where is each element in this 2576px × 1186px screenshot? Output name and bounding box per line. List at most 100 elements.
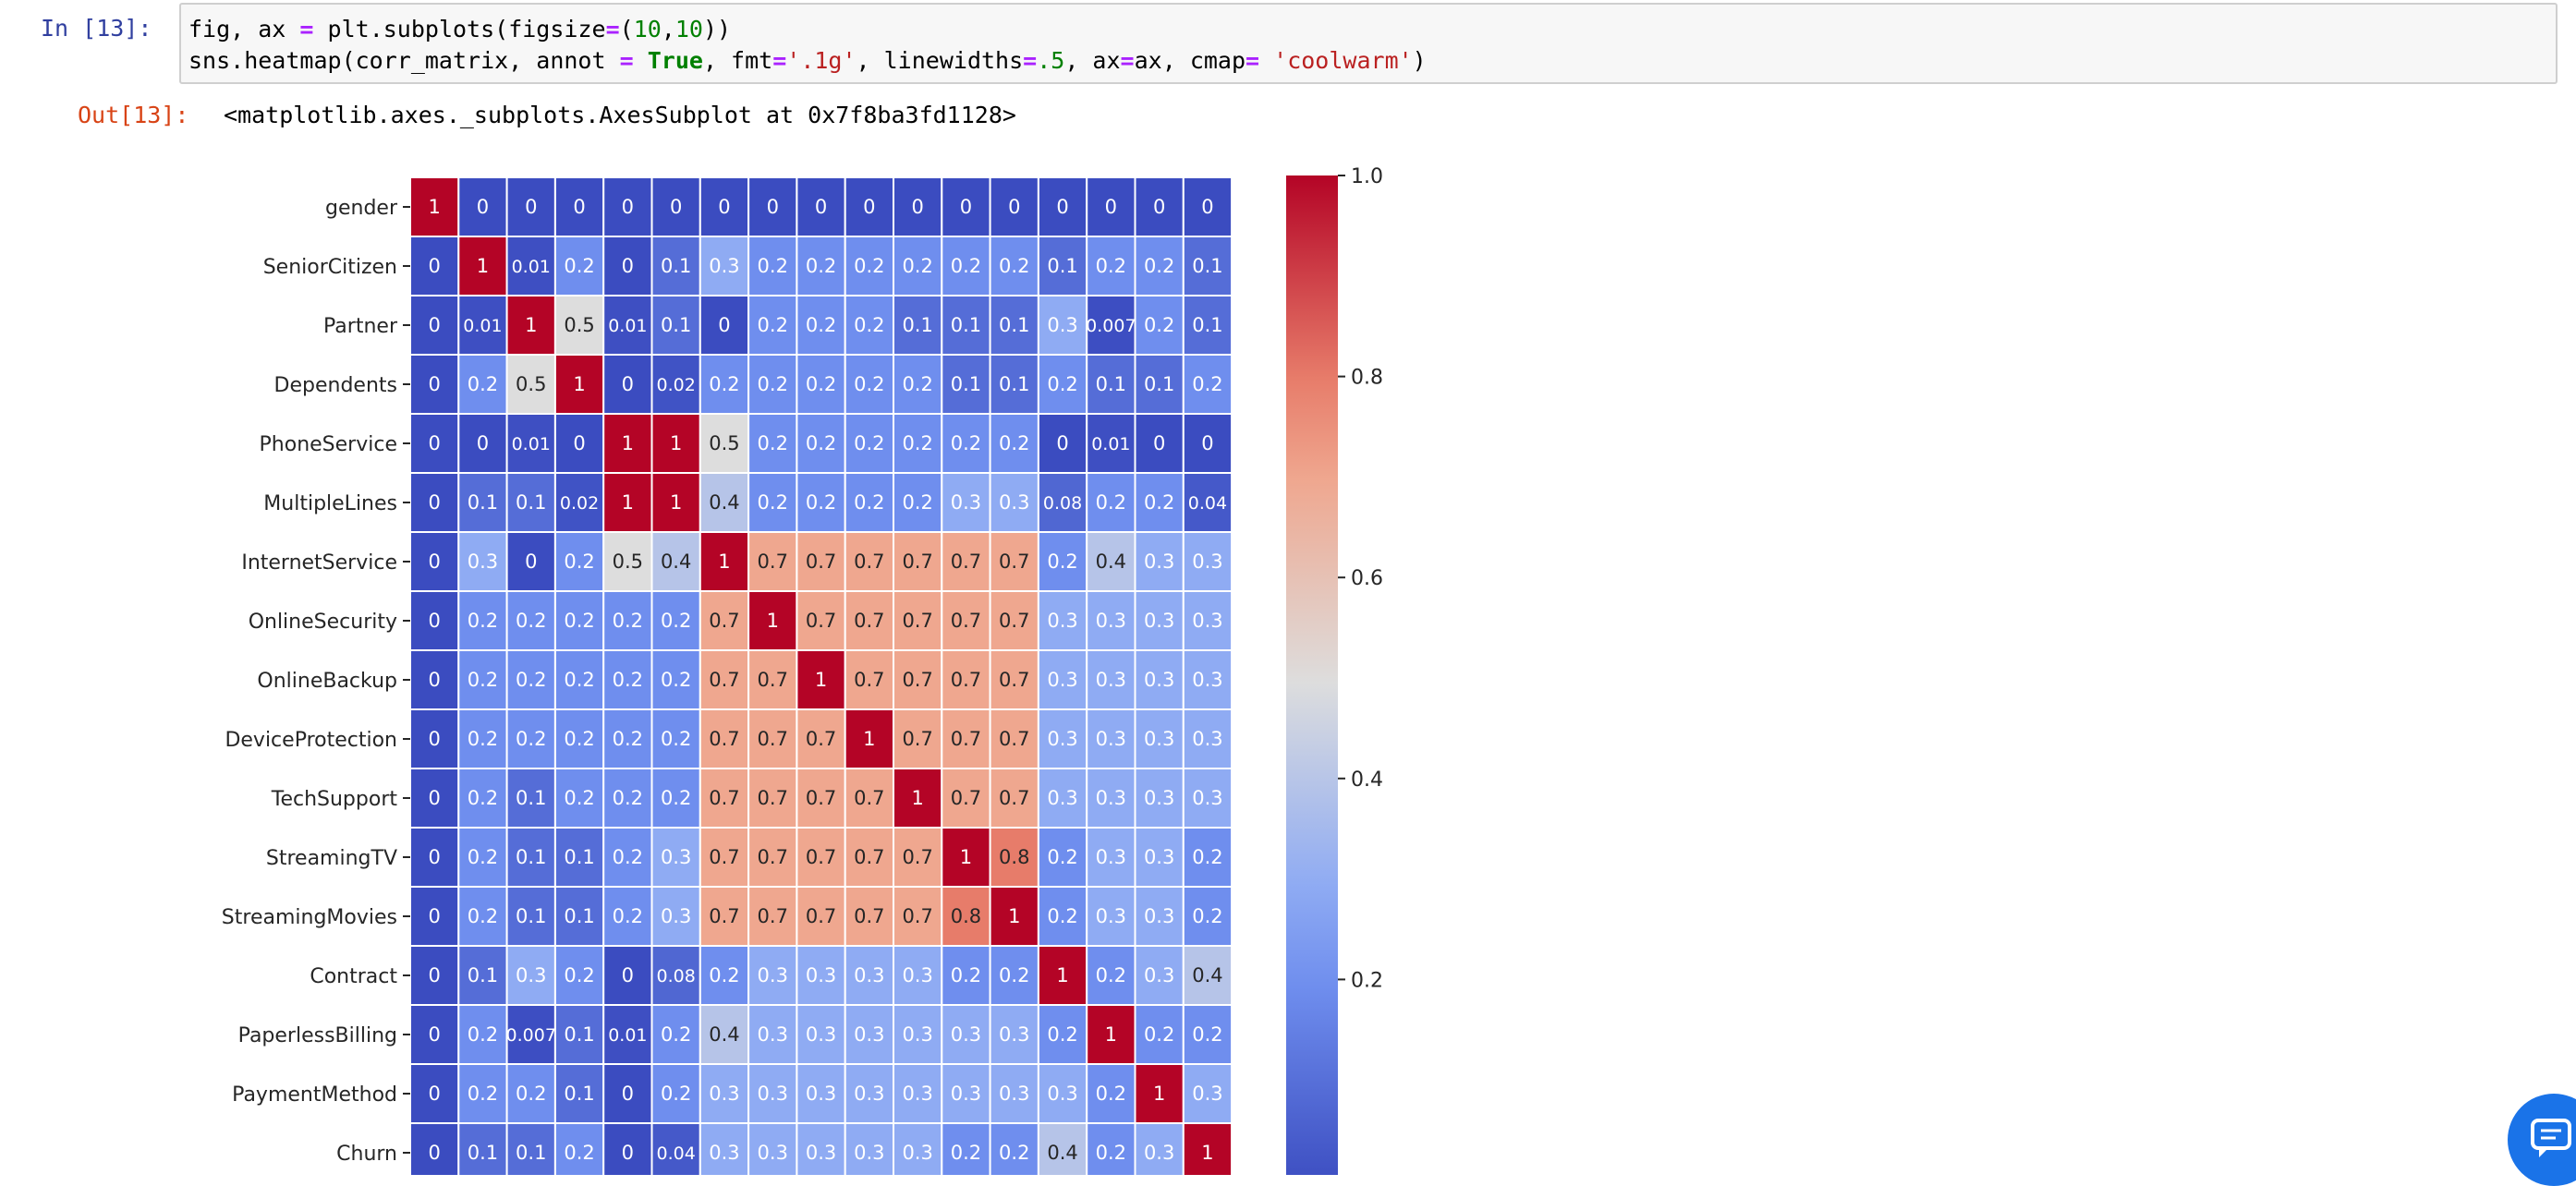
cell-annotation: 0.7 (709, 728, 739, 750)
cell-annotation: 0.2 (709, 964, 739, 986)
cell-annotation: 0.7 (758, 551, 788, 573)
cell-annotation: 0.2 (854, 491, 884, 514)
cell-annotation: 0.2 (951, 432, 981, 454)
cell-annotation: 0 (911, 196, 923, 218)
cell-annotation: 0.5 (613, 551, 643, 573)
colorbar-tick-label: 0.2 (1351, 969, 1383, 992)
cell-annotation: 0.01 (608, 1025, 647, 1046)
cell-annotation: 0.2 (516, 610, 546, 632)
row-label: PhoneService (260, 433, 397, 456)
cell-annotation: 0 (1008, 196, 1020, 218)
cell-annotation: 0.2 (468, 787, 498, 809)
heatmap-cell (699, 236, 750, 296)
heatmap-cell (1086, 1122, 1136, 1175)
heatmap-cell (893, 354, 943, 415)
cell-annotation: 0.1 (1096, 373, 1126, 395)
cell-annotation: 0.2 (1047, 905, 1077, 927)
cell-annotation: 0.1 (564, 905, 594, 927)
heatmap-cell (409, 827, 460, 888)
heatmap-cell (457, 1122, 508, 1175)
cell-annotation: 0.5 (516, 373, 546, 395)
cell-annotation: 0.2 (1047, 551, 1077, 573)
heatmap-cell (1182, 827, 1233, 888)
cell-annotation: 0.2 (564, 787, 594, 809)
cell-annotation: 0.2 (613, 669, 643, 691)
chat-button[interactable] (2508, 1094, 2576, 1186)
heatmap-cell (893, 590, 943, 651)
cell-annotation: 0.7 (806, 728, 836, 750)
heatmap-cell (1086, 413, 1136, 474)
cell-annotation: 0.3 (806, 1023, 836, 1046)
heatmap-cell (844, 886, 895, 947)
cell-annotation: 0.2 (902, 491, 932, 514)
heatmap-cell (650, 945, 701, 1006)
cell-annotation: 0.7 (854, 669, 884, 691)
heatmap-cell (1182, 708, 1233, 769)
heatmap-cell (1182, 531, 1233, 592)
heatmap-cell (747, 886, 798, 947)
heatmap-cell (1086, 708, 1136, 769)
heatmap-cell (844, 236, 895, 296)
cell-annotation: 0 (622, 964, 634, 986)
cell-annotation: 0.3 (1096, 787, 1126, 809)
cell-annotation: 0.2 (854, 255, 884, 277)
row-label: DeviceProtection (225, 729, 397, 752)
heatmap-cell (409, 472, 460, 533)
output-text: <matplotlib.axes._subplots.AxesSubplot a… (224, 102, 1016, 128)
heatmap-cell (796, 236, 846, 296)
cell-annotation: 0.1 (661, 314, 691, 336)
code-token: fig, ax (188, 16, 300, 42)
heatmap-cell (602, 708, 653, 769)
cell-annotation: 0.2 (516, 1083, 546, 1105)
cell-annotation: 0.2 (1144, 314, 1174, 336)
cell-annotation: 0.2 (613, 846, 643, 868)
cell-annotation: 0.08 (656, 966, 695, 986)
heatmap-cell (844, 531, 895, 592)
heatmap-cell (650, 1004, 701, 1065)
row-label: gender (325, 197, 398, 220)
code-token: , (661, 16, 675, 42)
cell-annotation: 0.3 (1192, 1083, 1222, 1105)
heatmap-cell (457, 236, 508, 296)
colorbar-tick-label: 0.4 (1351, 768, 1383, 792)
code-token: ( (619, 16, 634, 42)
heatmap-cell (1037, 649, 1088, 710)
cell-annotation: 0.3 (1192, 787, 1222, 809)
cell-annotation: 0.2 (661, 728, 691, 750)
heatmap-cell (505, 768, 556, 829)
cell-annotation: 0.3 (1144, 669, 1174, 691)
heatmap-cell (650, 886, 701, 947)
cell-annotation: 0.7 (951, 551, 981, 573)
cell-annotation: 0.2 (1192, 846, 1222, 868)
cell-annotation: 0.1 (902, 314, 932, 336)
cell-annotation: 0.1 (951, 373, 981, 395)
cell-annotation: 0.3 (902, 964, 932, 986)
cell-annotation: 0.3 (758, 1083, 788, 1105)
cell-annotation: 0.2 (758, 373, 788, 395)
cell-annotation: 0.01 (1091, 434, 1130, 454)
cell-annotation: 1 (1201, 1142, 1213, 1164)
code-token: = (1023, 47, 1038, 74)
cell-annotation: 0.3 (806, 1083, 836, 1105)
cell-annotation: 0.3 (1096, 846, 1126, 868)
cell-annotation: 0.7 (709, 846, 739, 868)
heatmap-cell (989, 945, 1039, 1006)
code-cell-editor[interactable]: fig, ax = plt.subplots(figsize=(10,10)) … (179, 3, 2558, 84)
heatmap-cell (941, 354, 991, 415)
cell-annotation: 0.7 (854, 551, 884, 573)
heatmap-cell (796, 354, 846, 415)
heatmap-cell (941, 295, 991, 356)
cell-annotation: 0 (428, 905, 440, 927)
cell-annotation: 0.1 (1047, 255, 1077, 277)
cell-annotation: 0.4 (709, 491, 739, 514)
code-token: .5 (1037, 47, 1065, 74)
cell-annotation: 0.1 (516, 905, 546, 927)
cell-annotation: 0.3 (1096, 610, 1126, 632)
cell-annotation: 0.1 (516, 846, 546, 868)
cell-annotation: 0.2 (613, 905, 643, 927)
cell-annotation: 0.1 (564, 1083, 594, 1105)
code-token: 10 (633, 16, 662, 42)
cell-annotation: 0.3 (468, 551, 498, 573)
heatmap-cell (844, 768, 895, 829)
cell-annotation: 0 (863, 196, 875, 218)
